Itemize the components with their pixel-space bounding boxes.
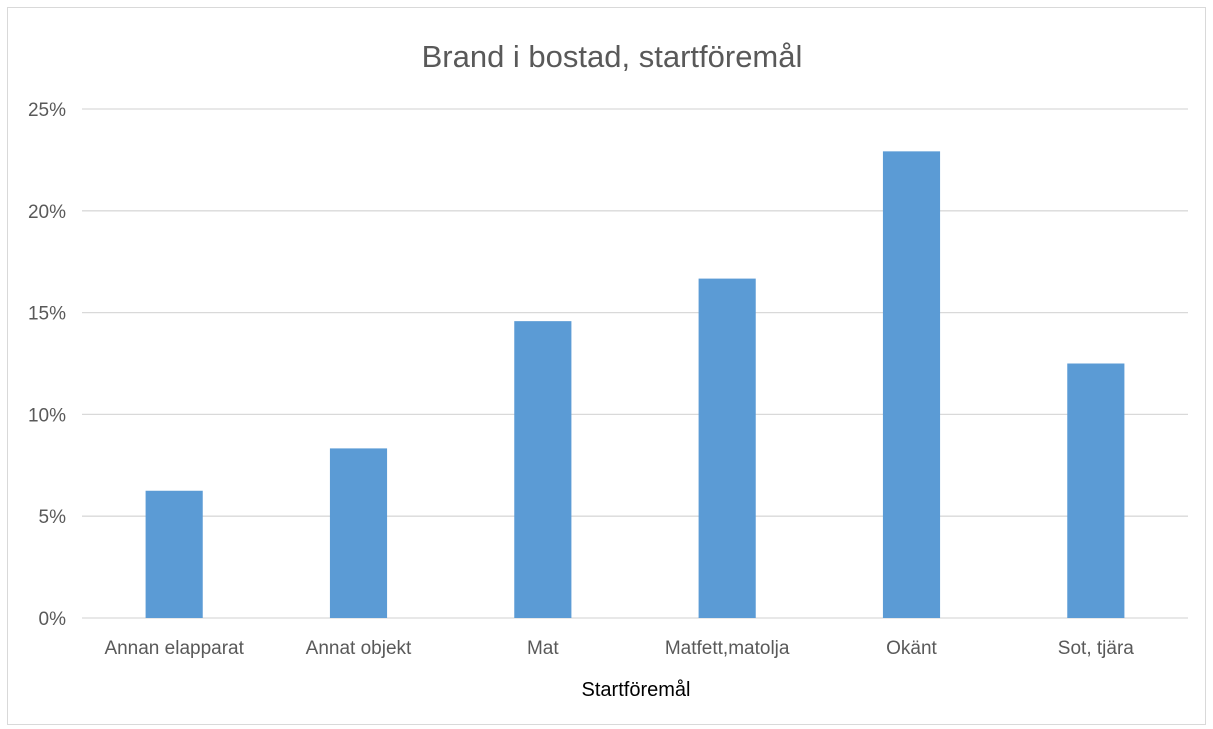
y-tick-label: 5% [39, 507, 67, 528]
x-tick-label: Annat objekt [306, 638, 412, 659]
y-tick-label: 25% [28, 100, 66, 121]
y-axis-tick-labels: 0% 5% 10% 15% 20% 25% [28, 100, 66, 630]
bar [698, 278, 756, 618]
x-tick-label: Okänt [886, 638, 937, 659]
y-tick-label: 15% [28, 304, 66, 325]
x-axis-tick-labels: Annan elapparat Annat objekt Mat Matfett,ma… [104, 638, 1134, 659]
bar [145, 490, 203, 618]
bars [145, 151, 1125, 618]
chart-title: Brand i bostad, startföremål [422, 39, 803, 74]
x-tick-label: Matfett,matolja [665, 638, 790, 659]
chart-frame [7, 7, 1206, 725]
y-tick-label: 0% [39, 609, 67, 630]
bar [514, 321, 572, 618]
y-tick-label: 10% [28, 405, 66, 426]
gridlines [82, 108, 1188, 619]
bar [329, 448, 388, 618]
x-tick-label: Sot, tjära [1058, 638, 1134, 659]
y-tick-label: 20% [28, 202, 66, 223]
x-axis-title: Startföremål [582, 679, 691, 701]
bar [1067, 363, 1125, 618]
bar [882, 151, 941, 618]
x-tick-label: Annan elapparat [104, 638, 244, 659]
x-tick-label: Mat [527, 638, 559, 659]
